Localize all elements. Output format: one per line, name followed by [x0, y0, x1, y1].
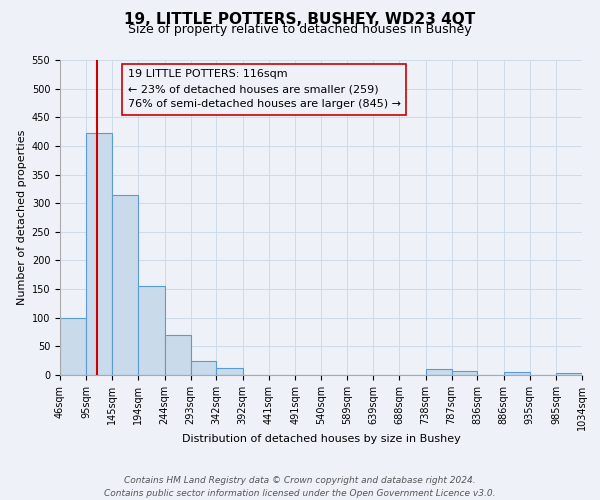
Bar: [191, 360, 217, 375]
Bar: [425, 370, 452, 375]
Text: Size of property relative to detached houses in Bushey: Size of property relative to detached ho…: [128, 22, 472, 36]
Text: 19 LITTLE POTTERS: 116sqm
← 23% of detached houses are smaller (259)
76% of semi: 19 LITTLE POTTERS: 116sqm ← 23% of detac…: [128, 70, 401, 109]
Text: 19, LITTLE POTTERS, BUSHEY, WD23 4QT: 19, LITTLE POTTERS, BUSHEY, WD23 4QT: [124, 12, 476, 28]
Bar: [86, 134, 112, 375]
Bar: [60, 318, 86, 375]
Bar: [112, 194, 138, 375]
Bar: [217, 368, 243, 375]
Bar: [138, 286, 164, 375]
Y-axis label: Number of detached properties: Number of detached properties: [17, 130, 28, 305]
Bar: [164, 335, 191, 375]
X-axis label: Distribution of detached houses by size in Bushey: Distribution of detached houses by size …: [182, 434, 460, 444]
Bar: [556, 374, 582, 375]
Text: Contains HM Land Registry data © Crown copyright and database right 2024.
Contai: Contains HM Land Registry data © Crown c…: [104, 476, 496, 498]
Bar: [504, 372, 530, 375]
Bar: [452, 371, 478, 375]
